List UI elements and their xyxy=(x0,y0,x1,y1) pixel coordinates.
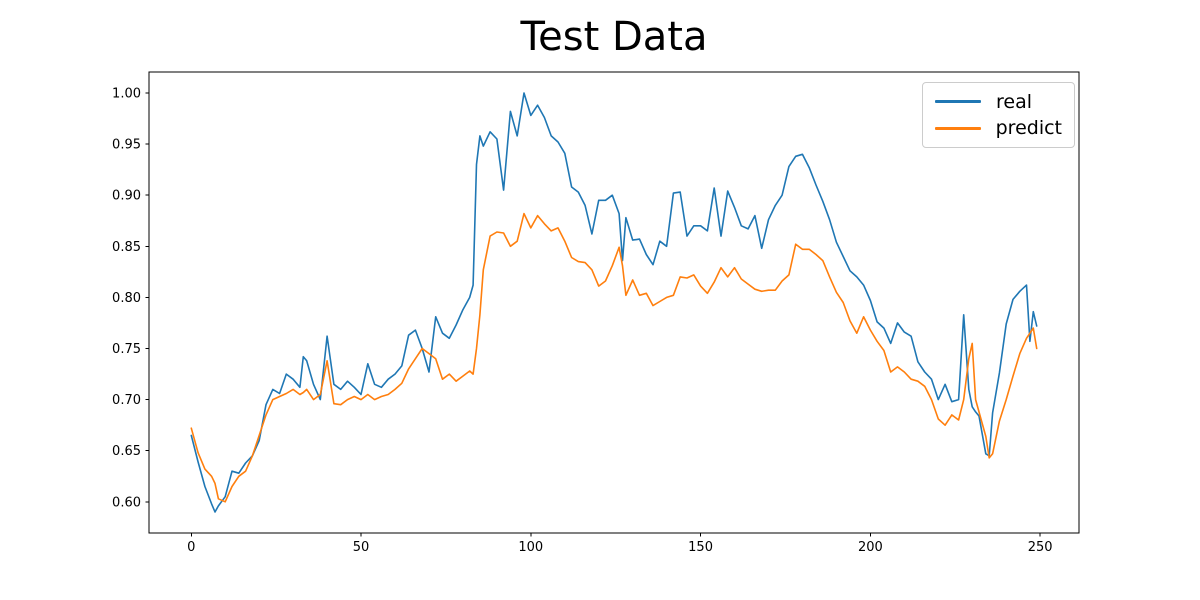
x-tick-label: 250 xyxy=(1028,540,1053,555)
x-tick-label: 200 xyxy=(858,540,883,555)
series-line-real xyxy=(190,92,1038,513)
legend-item-predict: predict xyxy=(935,116,1062,140)
x-tick-label: 100 xyxy=(518,540,543,555)
legend-item-real: real xyxy=(935,90,1062,114)
y-tick-label: 1.00 xyxy=(112,86,141,101)
x-tick-label: 0 xyxy=(187,540,195,555)
legend-label-predict: predict xyxy=(995,117,1062,140)
legend-line-sample-real xyxy=(935,100,981,103)
chart-title: Test Data xyxy=(520,14,708,60)
x-tick-label: 50 xyxy=(353,540,370,555)
y-tick-label: 0.95 xyxy=(112,138,141,153)
y-tick-label: 0.70 xyxy=(112,393,141,408)
legend: real predict xyxy=(922,82,1075,148)
legend-label-real: real xyxy=(996,90,1033,113)
y-tick-label: 0.75 xyxy=(112,342,141,357)
y-tick-label: 0.90 xyxy=(112,189,141,204)
x-tick-label: 150 xyxy=(688,540,713,555)
series-line-predict xyxy=(190,212,1038,503)
y-tick-label: 0.80 xyxy=(112,291,141,306)
y-tick-label: 0.60 xyxy=(112,495,141,510)
legend-line-sample-predict xyxy=(935,127,981,130)
y-tick-label: 0.85 xyxy=(112,240,141,255)
axes-spines xyxy=(148,71,1080,534)
y-tick-label: 0.65 xyxy=(112,444,141,459)
